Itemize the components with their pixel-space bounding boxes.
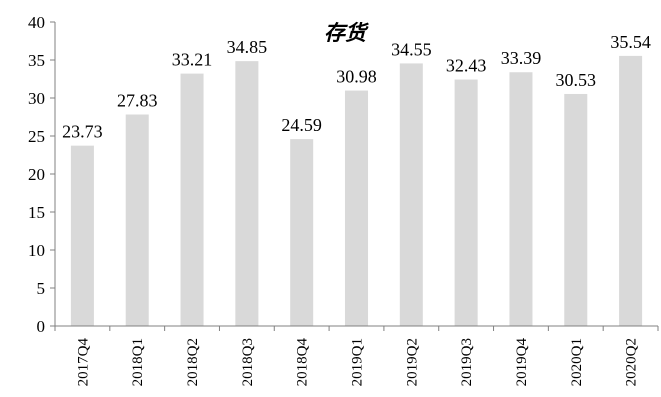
x-tick-label-2018Q2: 2018Q2 [185,338,201,386]
data-label-2020Q2: 35.54 [610,32,651,52]
bar-2018Q3 [235,61,259,326]
data-label-2019Q4: 33.39 [501,48,542,68]
y-tick-label-25: 25 [28,127,45,146]
bar-2019Q3 [454,79,478,326]
x-tick-label-2017Q4: 2017Q4 [75,338,91,387]
data-label-2017Q4: 23.73 [62,122,103,142]
data-label-2018Q3: 34.85 [227,37,268,57]
data-labels-group: 23.73 27.83 33.21 34.85 24.59 30.98 34.55 32.43… [62,32,651,142]
bar-2018Q1 [125,114,149,326]
data-label-2018Q2: 33.21 [172,50,213,70]
y-tick-label-35: 35 [28,51,45,70]
y-tick-label-5: 5 [37,279,46,298]
data-label-2019Q1: 30.98 [336,67,377,87]
x-tick-label-2018Q1: 2018Q1 [130,338,146,386]
x-tick-label-2019Q2: 2019Q2 [404,338,420,386]
bar-2019Q2 [399,63,423,327]
x-tick-label-2019Q1: 2019Q1 [350,338,366,386]
data-label-2018Q1: 27.83 [117,90,158,110]
y-axis: 0 5 10 15 20 25 30 35 40 [28,13,56,336]
bar-2018Q4 [290,139,314,326]
y-tick-label-0: 0 [37,317,46,336]
data-label-2018Q4: 24.59 [281,115,322,135]
y-tick-label-15: 15 [28,203,45,222]
bar-2018Q2 [180,73,204,326]
bar-2019Q4 [509,72,533,327]
y-tick-label-20: 20 [28,165,45,184]
x-tick-label-2018Q3: 2018Q3 [240,338,256,386]
bar-2020Q1 [564,93,588,326]
y-tick-label-30: 30 [28,89,45,108]
x-tick-label-2019Q4: 2019Q4 [514,338,530,387]
x-tick-label-2020Q1: 2020Q1 [569,338,585,386]
x-tick-label-2019Q3: 2019Q3 [459,338,475,386]
data-label-2020Q1: 30.53 [556,70,597,90]
bar-2017Q4 [70,145,94,326]
bars-group [70,55,643,327]
data-label-2019Q2: 34.55 [391,39,432,59]
data-label-2019Q3: 32.43 [446,56,487,76]
x-tick-label-2020Q2: 2020Q2 [624,338,640,386]
y-tick-label-10: 10 [28,241,45,260]
bar-2019Q1 [344,90,369,326]
x-tick-label-2018Q4: 2018Q4 [295,338,311,387]
y-tick-label-40: 40 [28,13,45,32]
x-axis: 2017Q4 2018Q1 2018Q2 2018Q3 2018Q4 2019Q1 2019… [54,325,659,387]
chart-title: 存货 [324,21,369,45]
bar-2020Q2 [619,55,643,327]
